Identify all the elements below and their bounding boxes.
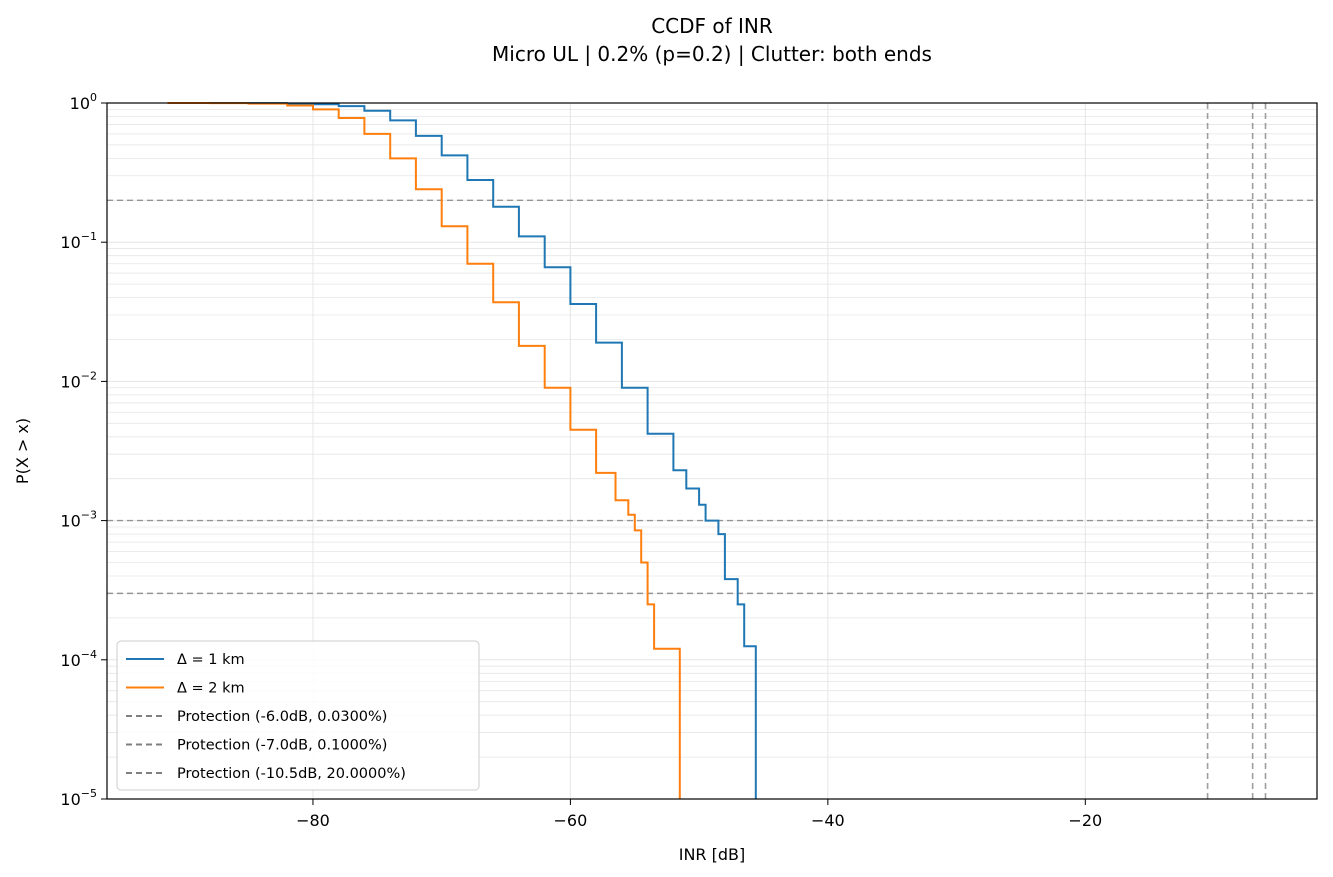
y-tick-label: 10−1 xyxy=(60,230,97,252)
y-axis-ticks: 10−5 10−4 10−3 10−2 10−1 100 xyxy=(60,91,107,809)
legend-label: Δ = 1 km xyxy=(177,652,245,668)
x-tick-label: −60 xyxy=(554,811,588,830)
series-line-1 xyxy=(167,102,757,799)
x-tick-label: −20 xyxy=(1068,811,1102,830)
legend-label: Δ = 2 km xyxy=(177,681,245,697)
y-tick-label: 10−2 xyxy=(60,369,97,391)
legend: Δ = 1 km Δ = 2 km Protection (-6.0dB, 0.03… xyxy=(116,640,480,791)
data-series xyxy=(167,102,757,799)
y-axis-label: P(X > x) xyxy=(13,418,32,484)
chart-title: CCDF of INR xyxy=(651,14,773,38)
legend-label: Protection (-7.0dB, 0.1000%) xyxy=(177,738,387,754)
x-tick-label: −40 xyxy=(811,811,845,830)
y-tick-label: 10−3 xyxy=(60,509,97,531)
y-tick-label: 10−5 xyxy=(60,787,97,809)
legend-label: Protection (-6.0dB, 0.0300%) xyxy=(177,709,387,725)
chart-subtitle: Micro UL | 0.2% (p=0.2) | Clutter: both … xyxy=(492,42,932,66)
x-tick-label: −80 xyxy=(296,811,330,830)
x-axis-ticks: −80 −60 −40 −20 xyxy=(296,799,1102,830)
y-tick-label: 10−4 xyxy=(60,648,97,670)
y-tick-label: 100 xyxy=(70,91,97,113)
x-axis-label: INR [dB] xyxy=(679,845,746,864)
plot-frame xyxy=(106,102,1318,800)
legend-box xyxy=(116,640,480,791)
series-line-2 xyxy=(167,102,681,799)
legend-label: Protection (-10.5dB, 20.0000%) xyxy=(177,766,406,782)
